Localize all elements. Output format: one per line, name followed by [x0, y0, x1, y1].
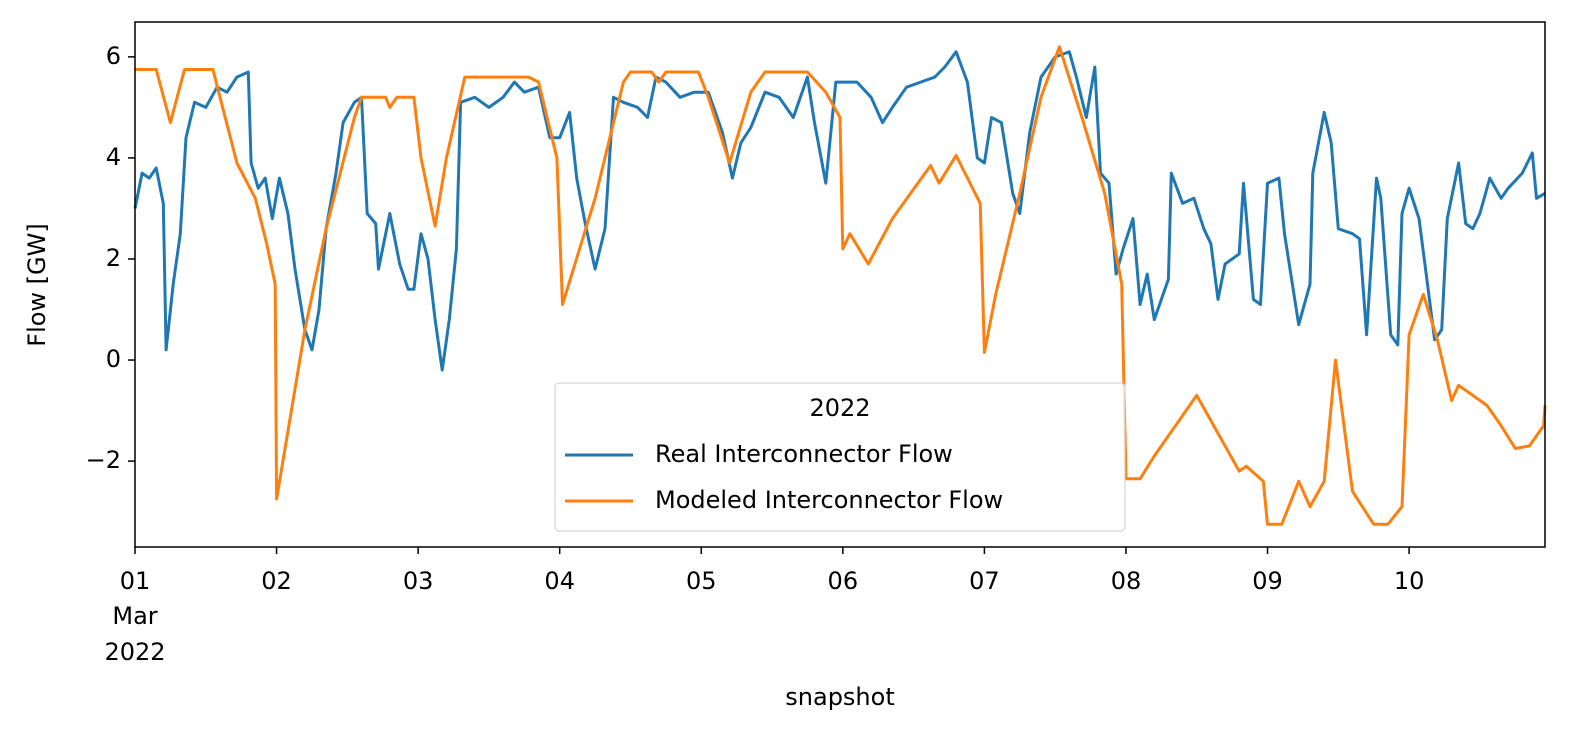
x-tick-label: 05 — [686, 567, 717, 595]
legend-label: Modeled Interconnector Flow — [655, 486, 1003, 514]
x-tick-label: 08 — [1111, 567, 1142, 595]
x-tick-label: 01 — [120, 567, 151, 595]
y-tick-label: 2 — [106, 244, 121, 272]
x-axis-label: snapshot — [785, 683, 894, 711]
x-tick-label: 06 — [828, 567, 859, 595]
x-tick-label: 10 — [1394, 567, 1425, 595]
y-axis-label: Flow [GW] — [23, 223, 51, 346]
legend-title: 2022 — [809, 394, 870, 422]
y-tick-label: 4 — [106, 143, 121, 171]
x-tick-label: 03 — [403, 567, 434, 595]
x-tick-label: 07 — [969, 567, 1000, 595]
x-tick-sublabel: Mar — [112, 602, 157, 630]
x-tick-sublabel: 2022 — [104, 638, 165, 666]
y-tick-label: 6 — [106, 42, 121, 70]
x-tick-label: 09 — [1252, 567, 1283, 595]
legend-box — [554, 382, 1126, 532]
series-line — [135, 45, 1547, 526]
plot-frame — [134, 21, 1546, 548]
series-line — [133, 50, 1546, 372]
legend-label: Real Interconnector Flow — [655, 440, 953, 468]
y-tick-label: 0 — [106, 345, 121, 373]
x-tick-label: 04 — [544, 567, 575, 595]
x-tick-label: 02 — [261, 567, 292, 595]
y-tick-label: −2 — [86, 446, 121, 474]
